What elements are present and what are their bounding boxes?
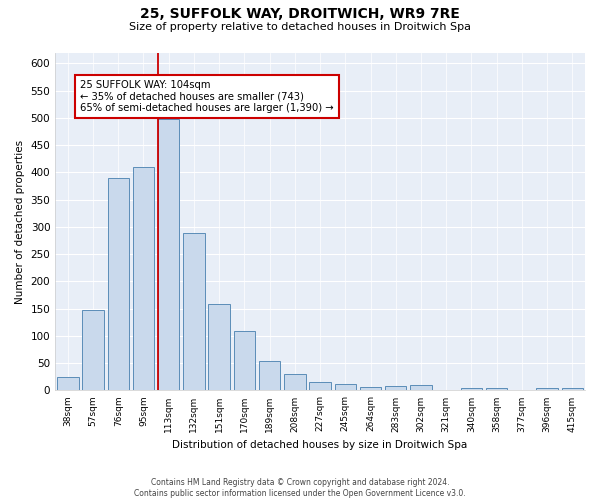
Text: 25, SUFFOLK WAY, DROITWICH, WR9 7RE: 25, SUFFOLK WAY, DROITWICH, WR9 7RE: [140, 8, 460, 22]
Bar: [158, 119, 179, 390]
Text: 25 SUFFOLK WAY: 104sqm
← 35% of detached houses are smaller (743)
65% of semi-de: 25 SUFFOLK WAY: 104sqm ← 35% of detached…: [80, 80, 334, 113]
Bar: [183, 234, 205, 390]
Bar: [461, 388, 482, 390]
Bar: [310, 382, 331, 390]
Bar: [233, 331, 255, 390]
Text: Contains HM Land Registry data © Crown copyright and database right 2024.
Contai: Contains HM Land Registry data © Crown c…: [134, 478, 466, 498]
X-axis label: Distribution of detached houses by size in Droitwich Spa: Distribution of detached houses by size …: [172, 440, 468, 450]
Bar: [385, 386, 406, 390]
Bar: [486, 388, 508, 390]
Bar: [284, 374, 305, 390]
Bar: [208, 304, 230, 390]
Bar: [410, 385, 432, 390]
Bar: [82, 310, 104, 390]
Bar: [107, 178, 129, 390]
Bar: [259, 361, 280, 390]
Text: Size of property relative to detached houses in Droitwich Spa: Size of property relative to detached ho…: [129, 22, 471, 32]
Bar: [335, 384, 356, 390]
Bar: [536, 388, 558, 390]
Bar: [133, 167, 154, 390]
Y-axis label: Number of detached properties: Number of detached properties: [15, 140, 25, 304]
Bar: [562, 388, 583, 390]
Bar: [57, 377, 79, 390]
Bar: [360, 386, 381, 390]
